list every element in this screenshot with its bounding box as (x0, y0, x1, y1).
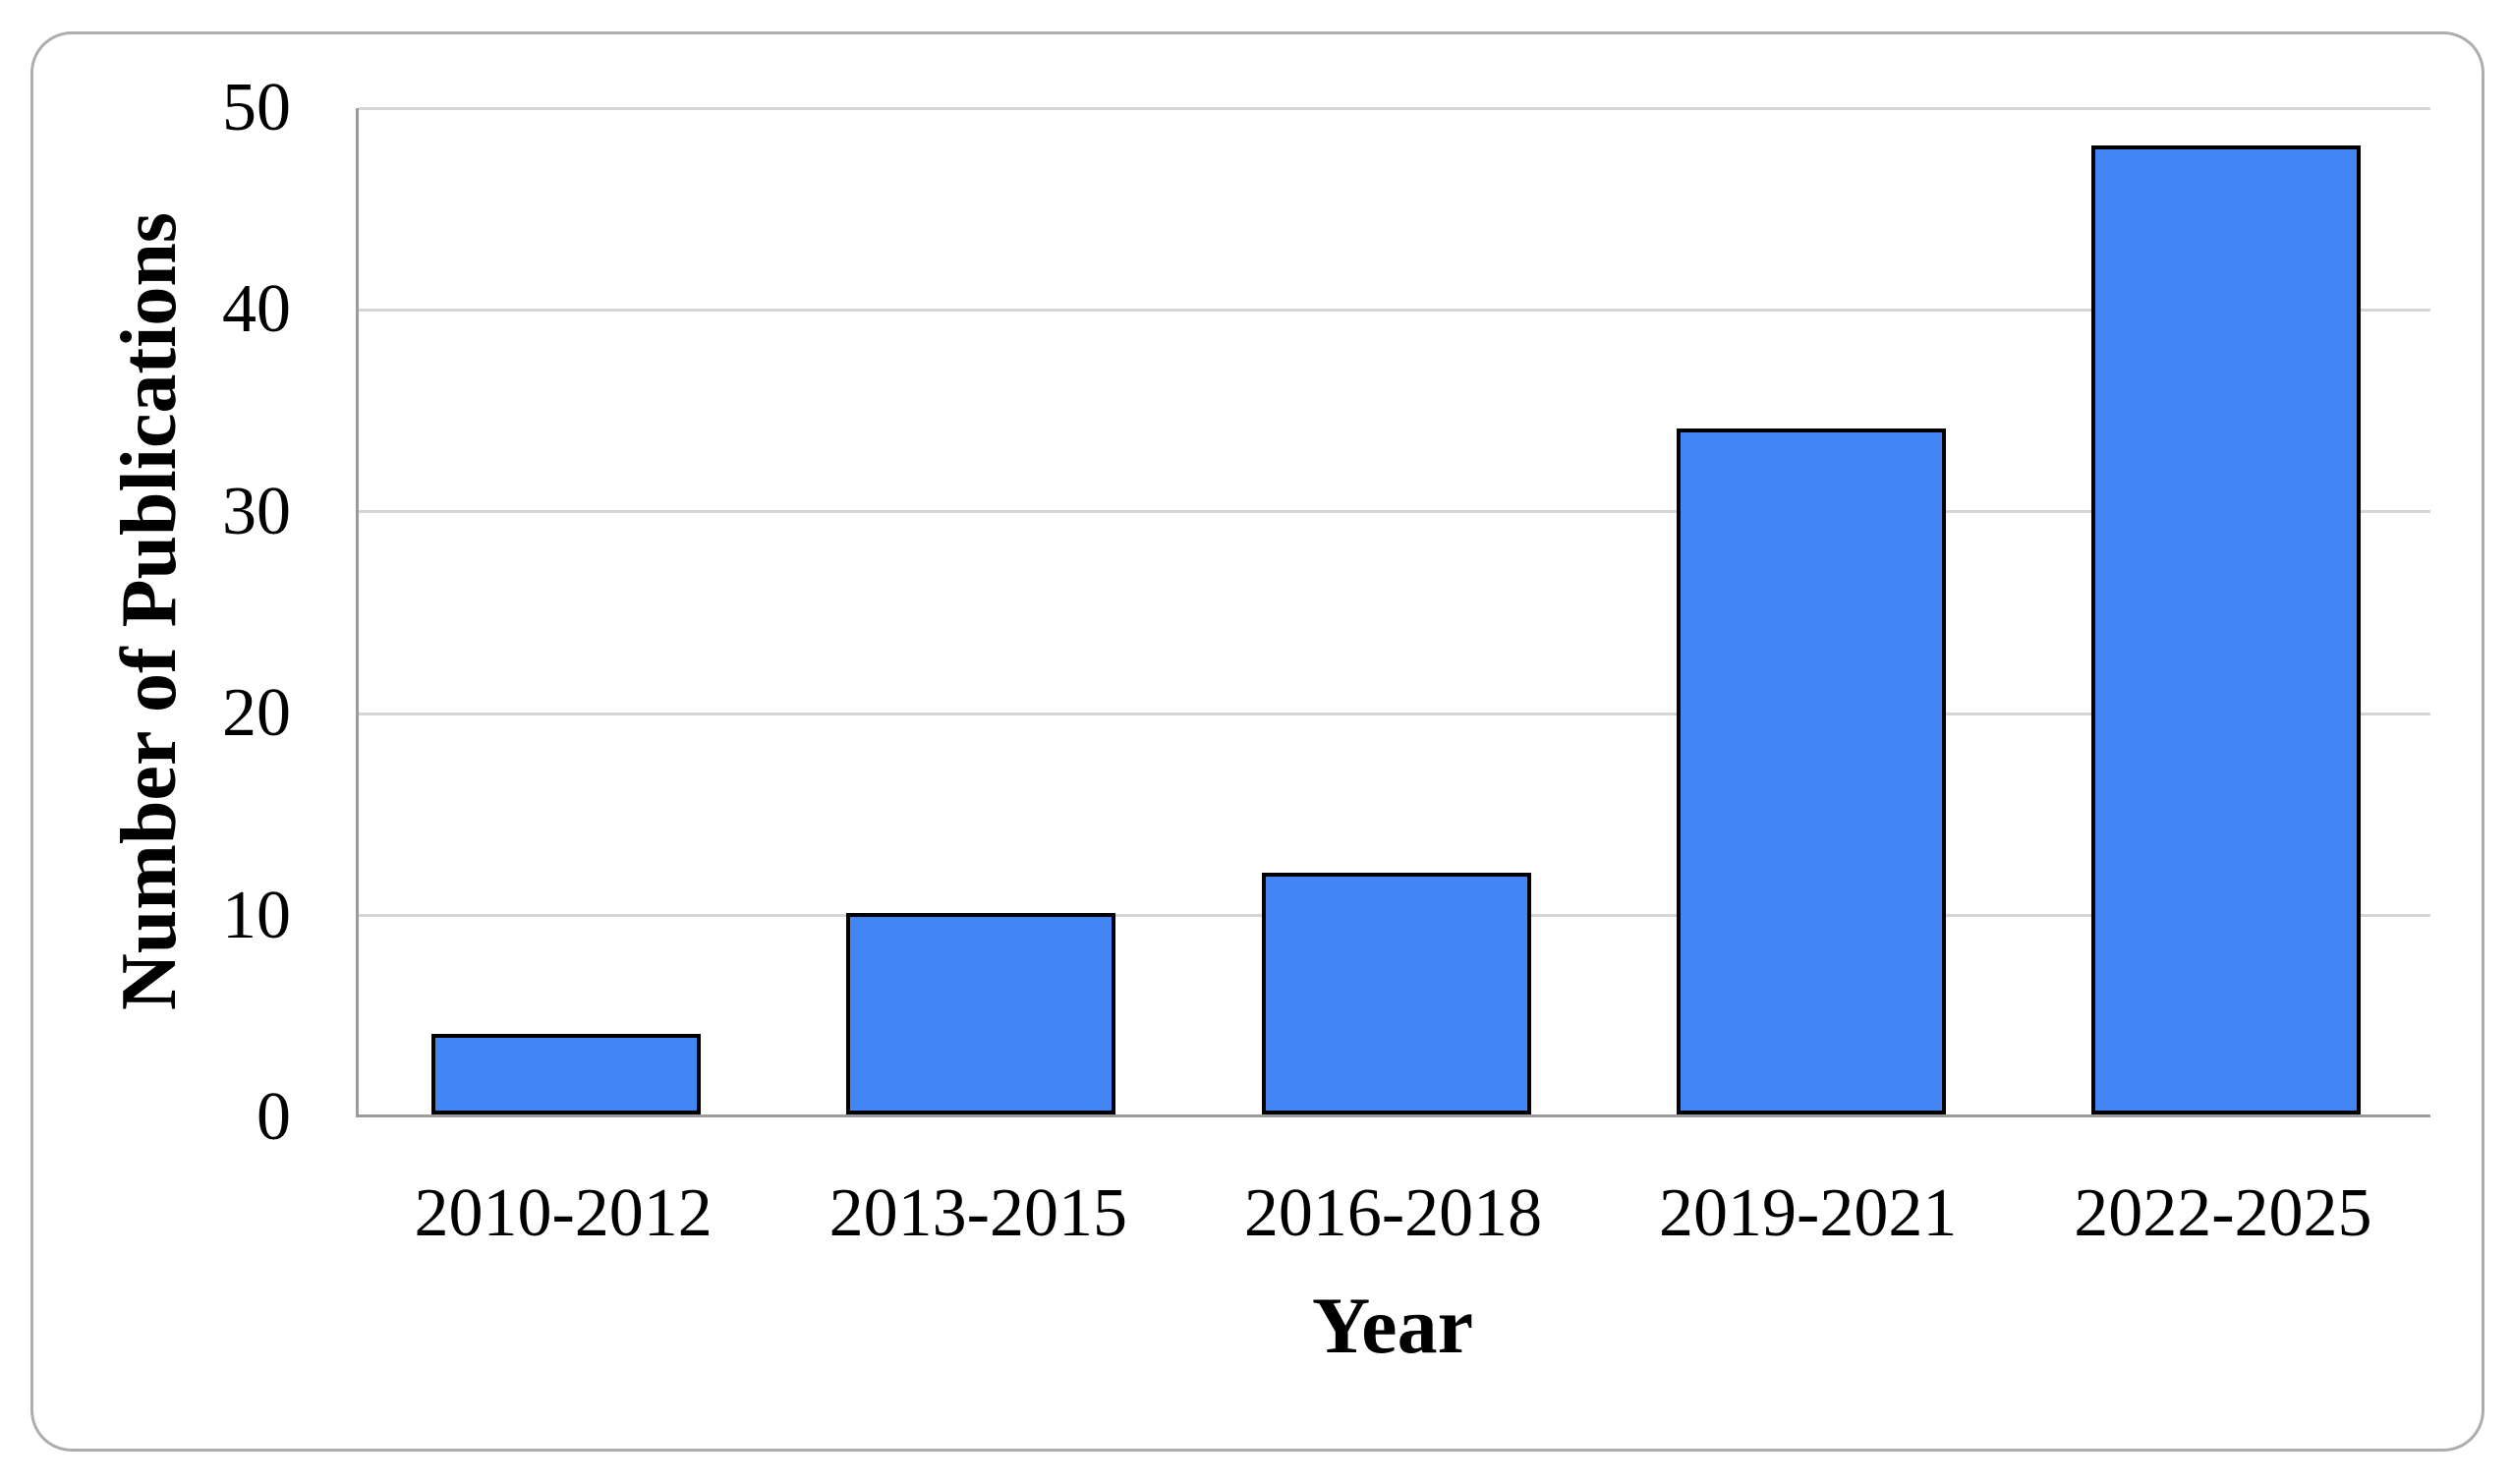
y-tick-label-20: 20 (222, 675, 291, 752)
plot-area (356, 106, 2430, 1117)
gridline-50 (359, 106, 2430, 110)
y-tick-label-40: 40 (222, 271, 291, 348)
gridline-40 (359, 308, 2430, 312)
x-tick-label-2010-2012: 2010-2012 (414, 1175, 713, 1251)
gridline-20 (359, 712, 2430, 715)
x-tick-label-2022-2025: 2022-2025 (2074, 1175, 2372, 1251)
bar-2016-2018 (1261, 872, 1531, 1114)
x-tick-label-2016-2018: 2016-2018 (1243, 1175, 1543, 1251)
bar-2019-2021 (1676, 428, 1946, 1114)
y-tick-label-10: 10 (222, 877, 291, 953)
figure-rounded-frame (30, 31, 2484, 1452)
bar-2013-2015 (846, 912, 1116, 1114)
gridline-30 (359, 510, 2430, 514)
y-tick-label-30: 30 (222, 473, 291, 549)
bar-2010-2012 (431, 1033, 702, 1114)
y-tick-label-0: 0 (257, 1079, 291, 1155)
x-tick-label-2013-2015: 2013-2015 (828, 1175, 1127, 1251)
x-tick-label-2019-2021: 2019-2021 (1659, 1175, 1958, 1251)
x-axis-title: Year (1312, 1281, 1473, 1370)
bar-2022-2025 (2090, 145, 2361, 1114)
y-tick-label-50: 50 (222, 70, 291, 145)
